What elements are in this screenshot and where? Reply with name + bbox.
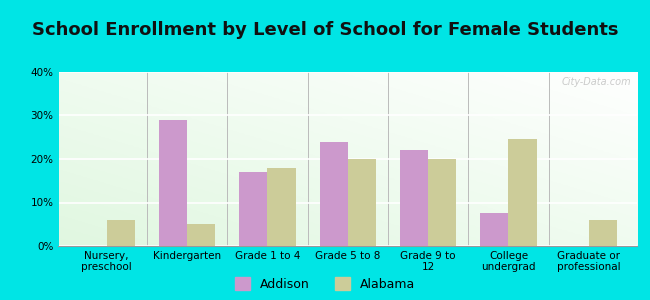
Bar [400,150,428,246]
Bar [267,168,296,246]
Bar [348,159,376,246]
Text: City-Data.com: City-Data.com [562,77,631,87]
Bar [187,224,215,246]
Bar [107,220,135,246]
Bar [589,220,617,246]
Bar [159,120,187,246]
Bar [508,140,536,246]
Legend: Addison, Alabama: Addison, Alabama [235,277,415,291]
Bar [428,159,456,246]
Bar [239,172,267,246]
Bar [320,142,348,246]
Text: School Enrollment by Level of School for Female Students: School Enrollment by Level of School for… [32,21,618,39]
Bar [480,213,508,246]
